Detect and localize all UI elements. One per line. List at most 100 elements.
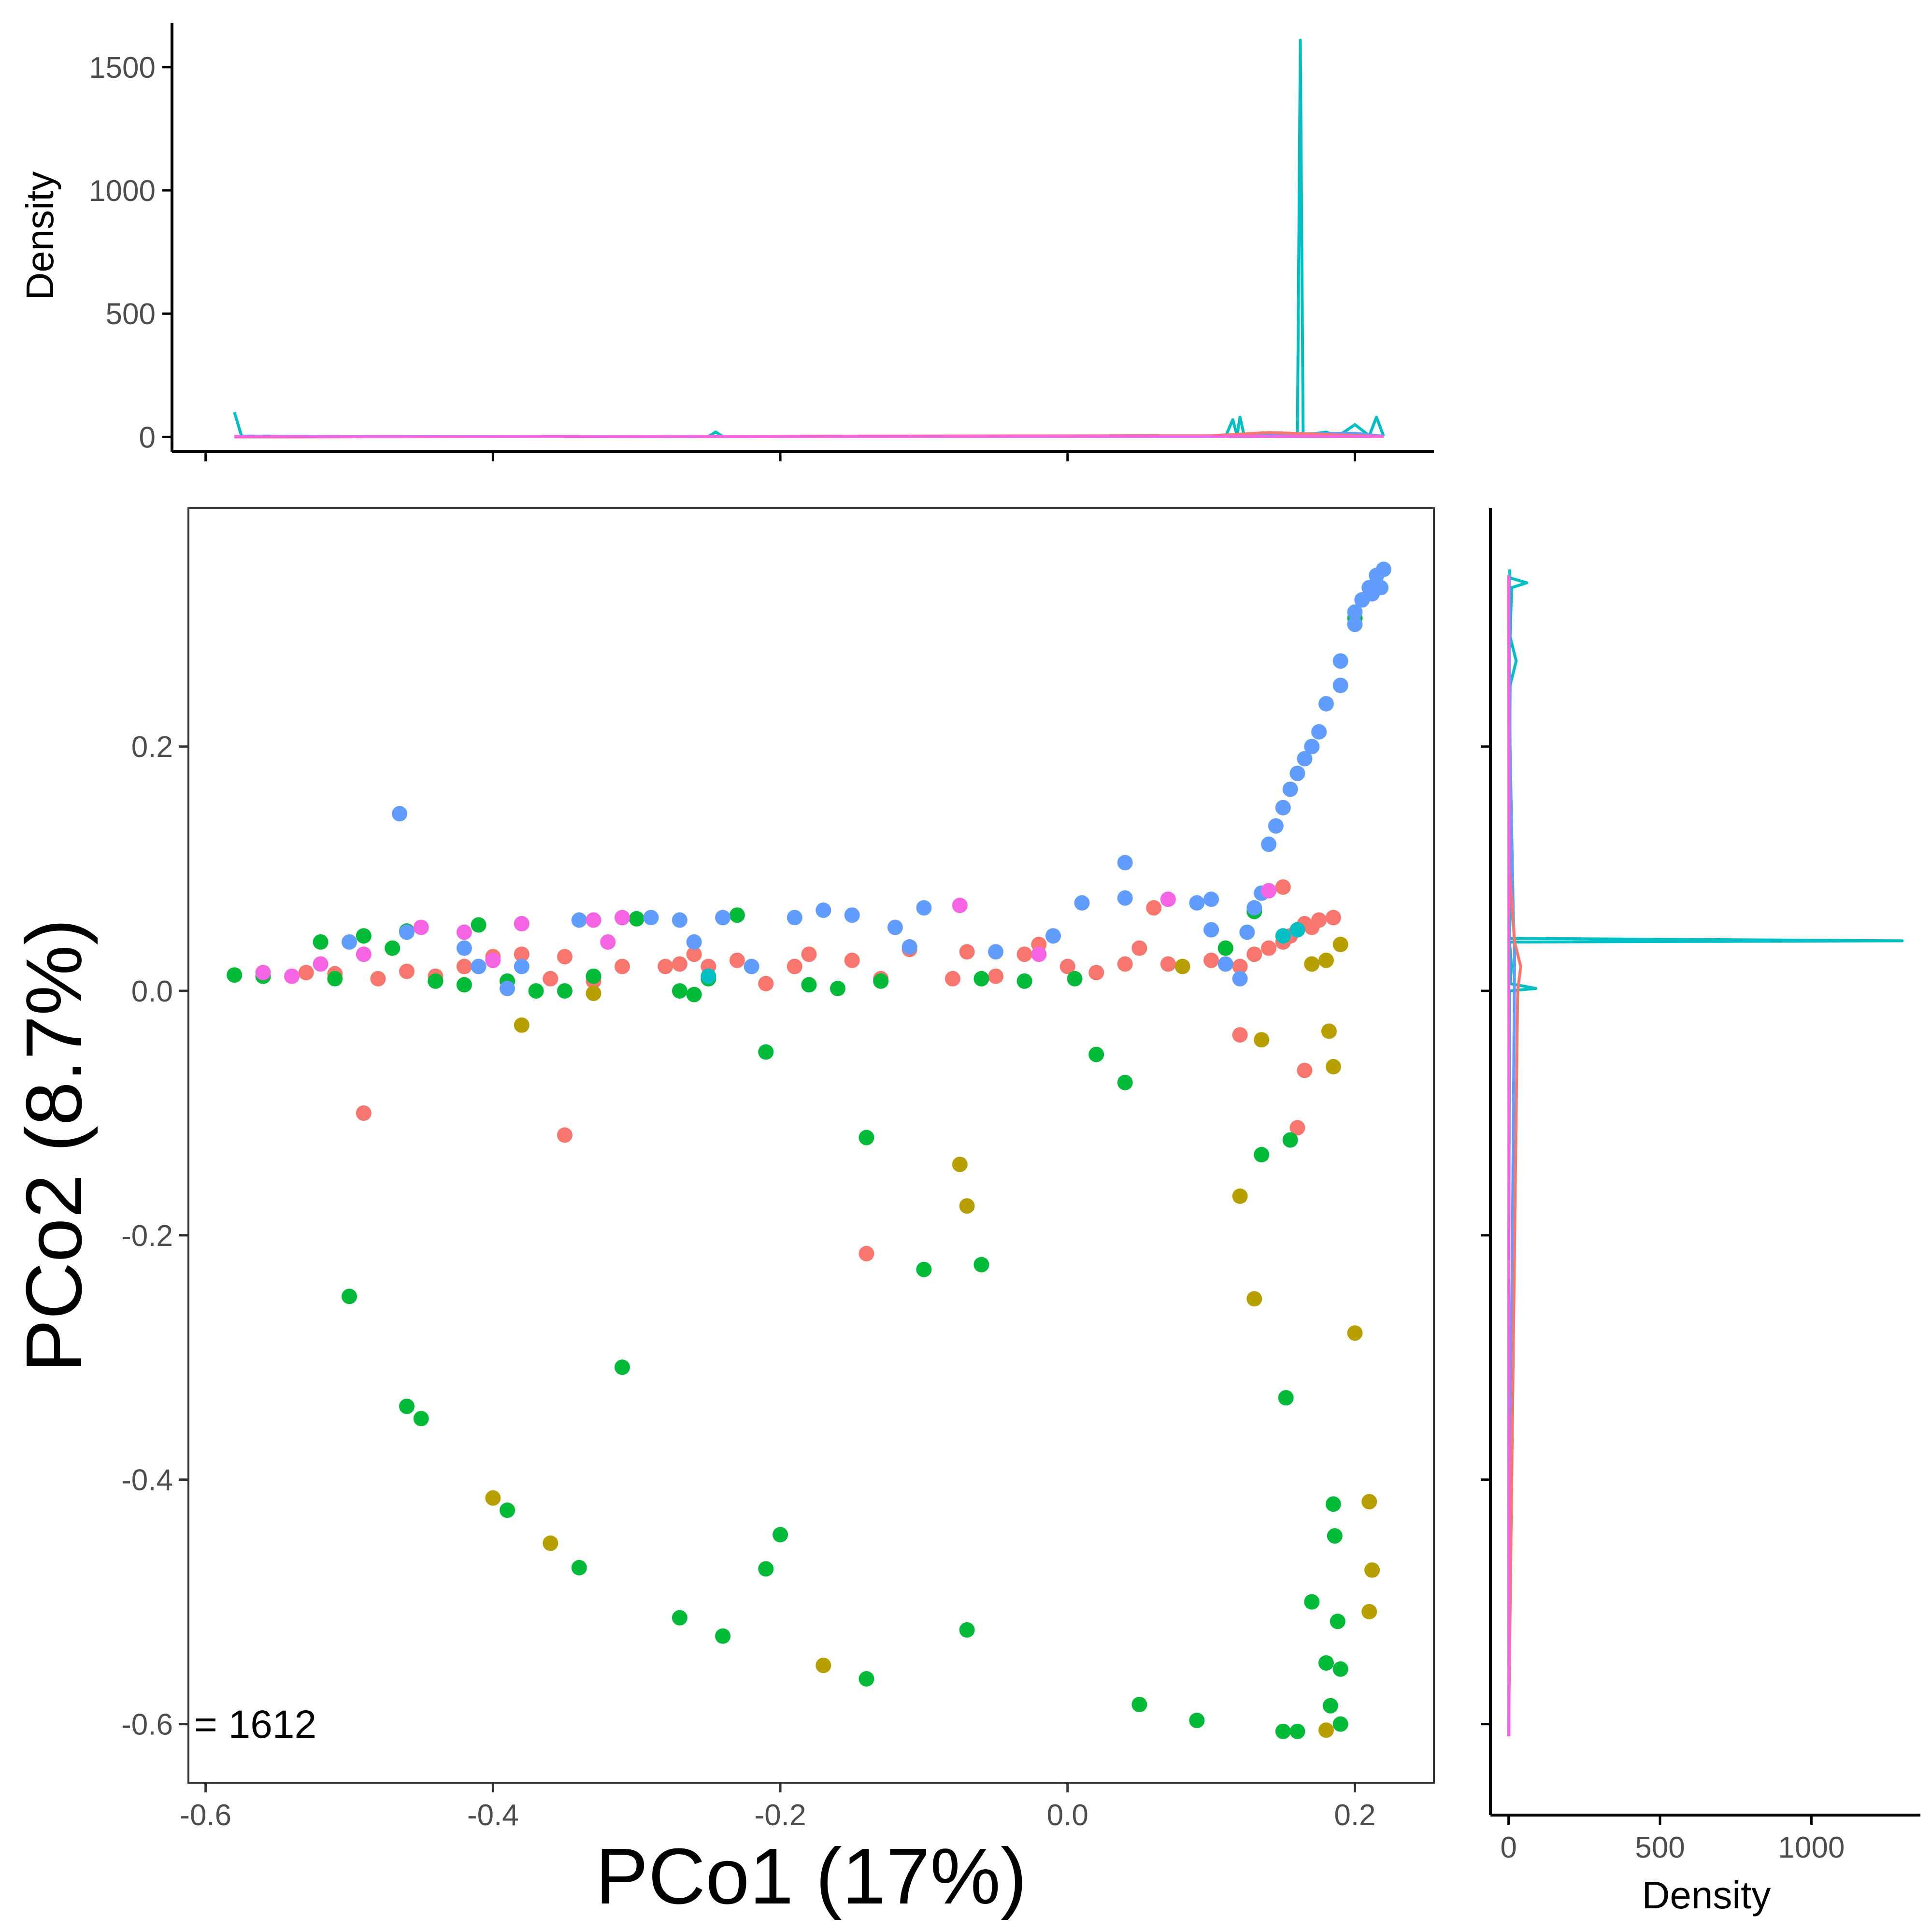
scatter-point [1322, 1698, 1338, 1714]
scatter-point [1275, 1723, 1291, 1739]
scatter-point [1117, 1074, 1133, 1090]
scatter-point [1332, 677, 1348, 693]
scatter-point [1067, 971, 1083, 987]
scatter-point [1364, 586, 1380, 601]
scatter-point [485, 1490, 501, 1506]
top-density-y-tick-label: 0 [139, 421, 156, 454]
scatter-points [227, 561, 1391, 1739]
scatter-point [629, 911, 644, 927]
scatter-point [1059, 959, 1075, 974]
right-density-x-tick-label: 0 [1500, 1831, 1517, 1864]
top-density-y-tick-label: 1000 [89, 174, 156, 208]
scatter-point [1160, 956, 1176, 972]
scatter-point [1332, 1661, 1348, 1677]
scatter-point [952, 1157, 968, 1173]
scatter-point [1289, 922, 1305, 938]
scatter-point [773, 1527, 788, 1543]
scatter-point [557, 1127, 572, 1143]
scatter-point [500, 1503, 515, 1518]
scatter-point [844, 907, 860, 923]
scatter-point [1318, 1722, 1334, 1738]
x-axis-title: PCo1 (17%) [595, 1832, 1027, 1920]
y-tick-label: -0.4 [121, 1464, 173, 1497]
scatter-point [370, 971, 386, 987]
scatter-point [1304, 1594, 1320, 1610]
scatter-point [1311, 724, 1327, 740]
scatter-point [672, 1610, 687, 1626]
scatter-point [686, 946, 702, 962]
scatter-point [1332, 1716, 1348, 1732]
scatter-point [959, 1622, 975, 1638]
scatter-point [1327, 1528, 1343, 1544]
scatter-point [413, 919, 429, 935]
scatter-point [413, 1411, 429, 1427]
right-density-panel: 0 500 1000 Density [1481, 508, 1920, 1917]
scatter-point [1246, 946, 1262, 962]
scatter-point [1325, 1496, 1341, 1512]
scatter-point [959, 1198, 975, 1214]
scatter-point [456, 924, 472, 940]
scatter-point [356, 928, 372, 944]
y-tick-label: 0.2 [131, 730, 173, 764]
scatter-point [1282, 781, 1298, 797]
scatter-point [959, 944, 975, 960]
scatter-point [916, 900, 932, 916]
scatter-point [758, 1044, 774, 1060]
scatter-point [1160, 891, 1176, 907]
y-tick-label: -0.2 [121, 1219, 173, 1253]
scatter-point [1117, 956, 1133, 972]
scatter-point [1325, 910, 1341, 926]
right-density-x-tick-label: 500 [1635, 1831, 1685, 1864]
scatter-point [715, 1628, 731, 1644]
scatter-point [586, 912, 601, 928]
scatter-point [1318, 1655, 1334, 1671]
scatter-point [485, 952, 501, 968]
scatter-point [1203, 891, 1219, 907]
scatter-point [1131, 1697, 1147, 1713]
scatter-point [758, 1561, 774, 1577]
scatter-point [1088, 965, 1104, 981]
scatter-point [586, 986, 601, 1002]
scatter-point [1347, 1325, 1363, 1341]
scatter-point [1275, 879, 1291, 895]
scatter-point [873, 973, 889, 989]
scatter-point [557, 949, 572, 965]
scatter-point [1275, 800, 1291, 816]
scatter-point [342, 1288, 357, 1304]
scatter-point [528, 983, 544, 999]
scatter-point [1189, 1713, 1205, 1728]
scatter-point [787, 910, 802, 926]
scatter-point [1217, 956, 1233, 972]
main-x-ticks: -0.6 -0.4 -0.2 0.0 0.2 [180, 1783, 1376, 1832]
scatter-point [715, 910, 731, 926]
scatter-point [1246, 1291, 1262, 1307]
scatter-point [859, 1130, 874, 1145]
scatter-point [327, 971, 343, 987]
scatter-point [973, 971, 989, 987]
top-density-x-ticks [204, 452, 1356, 461]
scatter-point [543, 1535, 558, 1551]
scatter-point [729, 952, 745, 968]
scatter-point [801, 977, 817, 993]
scatter-point [1189, 895, 1205, 911]
scatter-point [227, 967, 243, 983]
scatter-point [816, 1658, 831, 1674]
scatter-point [1347, 616, 1363, 632]
scatter-point [1297, 1062, 1313, 1078]
scatter-point [1232, 1188, 1248, 1204]
top-density-y-ticks: 0 500 1000 1500 [89, 51, 172, 454]
scatter-point [514, 959, 530, 974]
scatter-point [945, 971, 960, 987]
scatter-point [342, 934, 357, 950]
scatter-point [456, 959, 472, 974]
x-tick-label: 0.2 [1334, 1799, 1375, 1832]
scatter-point [1364, 1562, 1380, 1578]
scatter-point [1321, 1023, 1337, 1039]
scatter-point [356, 946, 372, 962]
scatter-point [686, 934, 702, 950]
scatter-point [1074, 895, 1090, 911]
scatter-point [787, 959, 802, 974]
scatter-point [1330, 1614, 1345, 1630]
scatter-point [1275, 928, 1291, 944]
